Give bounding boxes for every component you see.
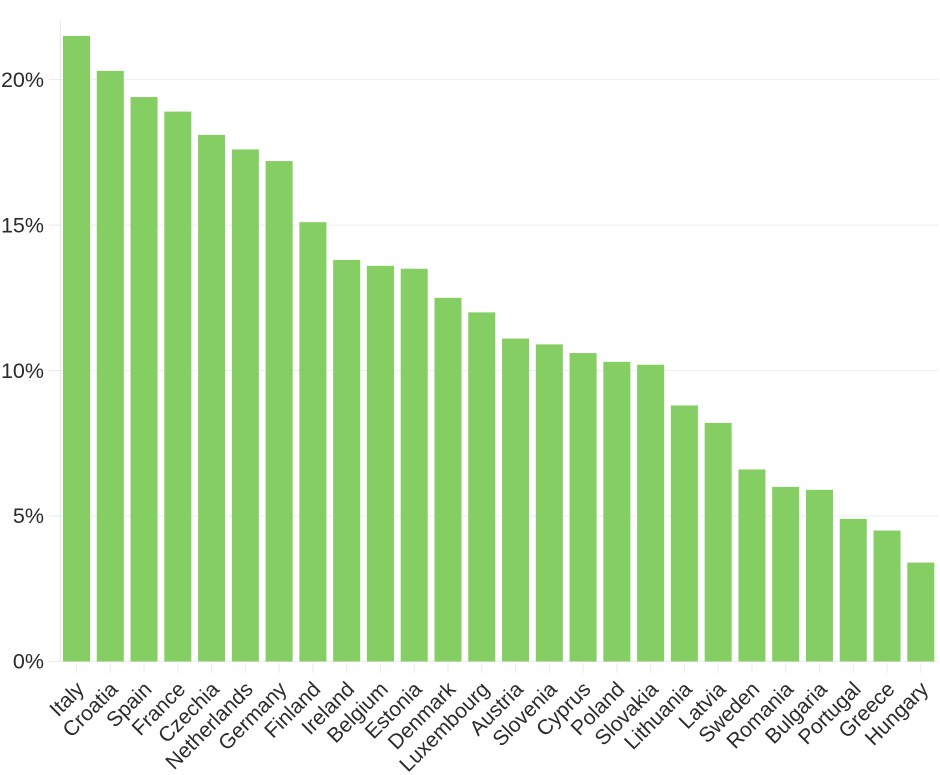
svg-text:5%: 5% bbox=[13, 504, 44, 528]
svg-text:10%: 10% bbox=[1, 359, 44, 383]
svg-text:15%: 15% bbox=[1, 213, 44, 237]
svg-text:0%: 0% bbox=[13, 650, 44, 674]
svg-text:20%: 20% bbox=[1, 68, 44, 92]
